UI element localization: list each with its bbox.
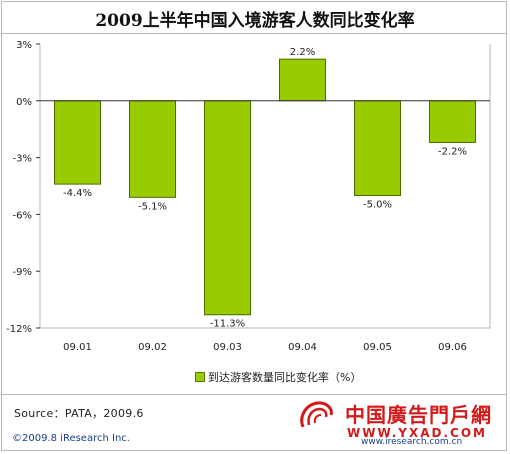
x-tick-label: 09.03 [213,342,242,353]
copyright-note: ©2009.8 iResearch Inc. [12,433,130,444]
data-label: 2.2% [290,47,315,58]
bar [429,100,476,143]
data-label: -2.2% [438,146,467,157]
data-label: -5.0% [363,199,392,210]
x-tick-label: 09.05 [363,342,392,353]
bar [354,100,401,196]
y-tick-label: -3% [13,154,32,165]
watermark-url-secondary: www.iresearch.com.cn [361,437,463,447]
bar [129,100,176,198]
y-tick-label: -12% [6,324,32,335]
title-divider [2,33,506,34]
legend-swatch [195,372,205,382]
watermark-logo-icon [300,401,333,428]
y-tick-label: 3% [16,40,32,51]
watermark-url: WWW.YXAD.COM [347,426,487,440]
x-tick-label: 09.06 [438,342,467,353]
plot-border [39,44,491,329]
source-note: Source：PATA，2009.6 [14,407,144,420]
data-label: -4.4% [63,188,92,199]
data-label: -11.3% [210,319,245,330]
x-tick-label: 09.04 [288,342,317,353]
footer-divider [2,394,506,395]
legend-label: 到达游客数量同比变化率（%） [208,371,362,384]
y-tick-label: 0% [16,97,32,108]
watermark-name: 中国廣告門戶網 [345,403,492,427]
watermark: 中国廣告門戶網 WWW.YXAD.COM www.iresearch.com.c… [287,393,505,449]
bar [204,100,251,316]
data-label: -5.1% [138,201,167,212]
x-tick-label: 09.02 [138,342,167,353]
y-tick-label: -9% [13,267,32,278]
y-tick-label: -6% [13,210,32,221]
chart-legend: 到达游客数量同比变化率（%） [195,369,361,385]
x-tick-label: 09.01 [63,342,92,353]
bar [54,100,101,185]
bar [279,58,326,102]
chart-title: 2009上半年中国入境游客人数同比变化率 [95,11,415,31]
